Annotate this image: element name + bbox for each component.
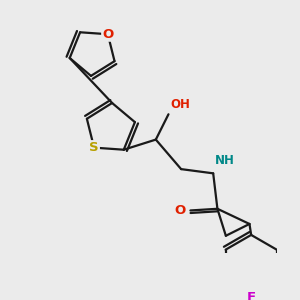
Text: F: F xyxy=(247,291,256,300)
Text: O: O xyxy=(174,204,185,217)
Text: S: S xyxy=(89,141,99,154)
Text: NH: NH xyxy=(215,154,235,166)
Text: OH: OH xyxy=(170,98,190,111)
Text: O: O xyxy=(102,28,113,41)
